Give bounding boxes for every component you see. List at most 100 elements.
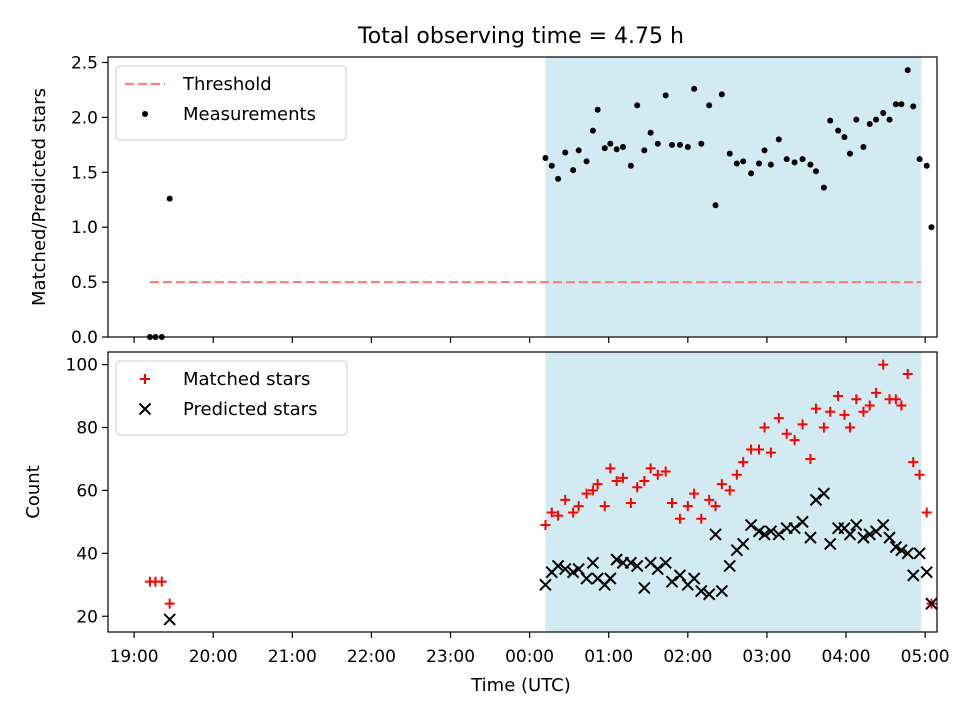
- measurement-point: [627, 162, 634, 169]
- measurement-point: [841, 134, 848, 141]
- x-tick-label: 19:00: [110, 647, 159, 667]
- measurement-point: [542, 155, 549, 162]
- measurement-point: [726, 150, 733, 157]
- top-y-tick-label: 0.0: [71, 328, 98, 348]
- matched-point: [797, 419, 808, 430]
- measurement-point: [846, 150, 853, 157]
- measurement-point: [575, 147, 582, 154]
- predicted-point: [901, 547, 914, 560]
- predicted-point: [163, 613, 176, 626]
- bottom-observing-window: [545, 352, 922, 632]
- figure-title: Total observing time = 4.75 h: [357, 24, 684, 49]
- matched-point: [839, 409, 850, 420]
- x-tick-label: 03:00: [742, 647, 791, 667]
- matched-point: [716, 479, 727, 490]
- x-tick-label: 22:00: [347, 647, 396, 667]
- measurement-point: [654, 140, 661, 147]
- top-legend-box: [115, 65, 347, 141]
- x-tick-label: 05:00: [901, 647, 950, 667]
- measurement-point: [853, 116, 860, 123]
- predicted-point: [857, 531, 870, 544]
- bottom-axes-frame: [107, 351, 938, 633]
- matched-point: [652, 469, 663, 480]
- matched-point: [851, 394, 862, 405]
- predicted-point: [744, 518, 758, 532]
- matched-point: [660, 466, 671, 477]
- top-y-tick-label: 1.5: [71, 163, 98, 183]
- matched-point: [818, 422, 829, 433]
- matched-point: [908, 457, 919, 468]
- matched-point: [738, 457, 749, 468]
- top-legend: Threshold Measurements: [115, 65, 347, 141]
- measurement-point: [923, 162, 930, 169]
- matched-point: [682, 501, 693, 512]
- matched-point: [759, 422, 770, 433]
- measurement-point: [662, 92, 669, 99]
- measurement-point: [166, 195, 173, 202]
- measurement-point: [791, 159, 798, 166]
- matched-point: [858, 406, 869, 417]
- measurement-point: [928, 224, 935, 231]
- measurement-point: [698, 140, 705, 147]
- matched-point: [710, 501, 721, 512]
- matched-point: [632, 482, 643, 493]
- measurement-point: [748, 170, 755, 177]
- predicted-point: [586, 556, 600, 569]
- matched-point: [878, 359, 889, 370]
- x-tick-label: 20:00: [189, 647, 238, 667]
- measurement-point: [594, 106, 601, 113]
- predicted-point: [723, 559, 736, 573]
- x-tick-label: 21:00: [268, 647, 317, 667]
- matched-point: [871, 387, 882, 398]
- matched-point: [674, 513, 685, 524]
- matched-point: [825, 406, 836, 417]
- predicted-point: [624, 556, 638, 569]
- matched-point: [781, 428, 792, 439]
- measurement-point: [886, 116, 893, 123]
- matched-point: [625, 498, 636, 509]
- measurement-point: [916, 156, 923, 163]
- predicted-point: [673, 569, 687, 582]
- measurement-point: [676, 141, 683, 148]
- predicted-point: [883, 531, 896, 544]
- measurement-point: [684, 144, 691, 151]
- matched-point: [611, 475, 622, 486]
- measurement-point: [691, 85, 698, 92]
- matched-point: [805, 453, 816, 464]
- legend-label: Matched stars: [183, 369, 310, 390]
- predicted-point: [920, 566, 933, 579]
- measurement-point: [904, 67, 911, 74]
- matched-point: [864, 400, 875, 411]
- measurement-point: [601, 145, 608, 152]
- bottom-y-tick-label: 80: [76, 419, 98, 439]
- predicted-point: [913, 547, 926, 560]
- matched-point: [689, 488, 700, 499]
- measurement-point: [706, 102, 713, 109]
- matched-point: [164, 598, 175, 609]
- legend-label: Threshold: [182, 74, 272, 95]
- predicted-point: [895, 543, 908, 557]
- measurement-point: [669, 141, 676, 148]
- measurement-point: [548, 162, 555, 169]
- top-y-axis-label: Matched/Predicted stars: [29, 88, 50, 306]
- measurement-point: [583, 158, 590, 165]
- measurement-point: [767, 161, 774, 168]
- measurement-point: [555, 175, 562, 182]
- predicted-point: [736, 537, 750, 551]
- predicted-point: [665, 575, 679, 588]
- matched-point: [704, 494, 715, 505]
- predicted-point: [695, 584, 708, 598]
- legend-label: Predicted stars: [183, 399, 317, 420]
- matched-point: [724, 485, 735, 496]
- measurement-point: [634, 102, 641, 109]
- predicted-point: [572, 562, 585, 576]
- measurement-point: [761, 147, 768, 154]
- measurement-point: [898, 101, 905, 108]
- top-observing-window: [545, 57, 922, 337]
- predicted-point: [551, 559, 565, 573]
- predicted-point: [925, 597, 938, 610]
- predicted-point: [610, 553, 623, 566]
- matched-point: [617, 472, 628, 483]
- matched-point: [754, 444, 765, 455]
- measurement-point: [827, 117, 834, 124]
